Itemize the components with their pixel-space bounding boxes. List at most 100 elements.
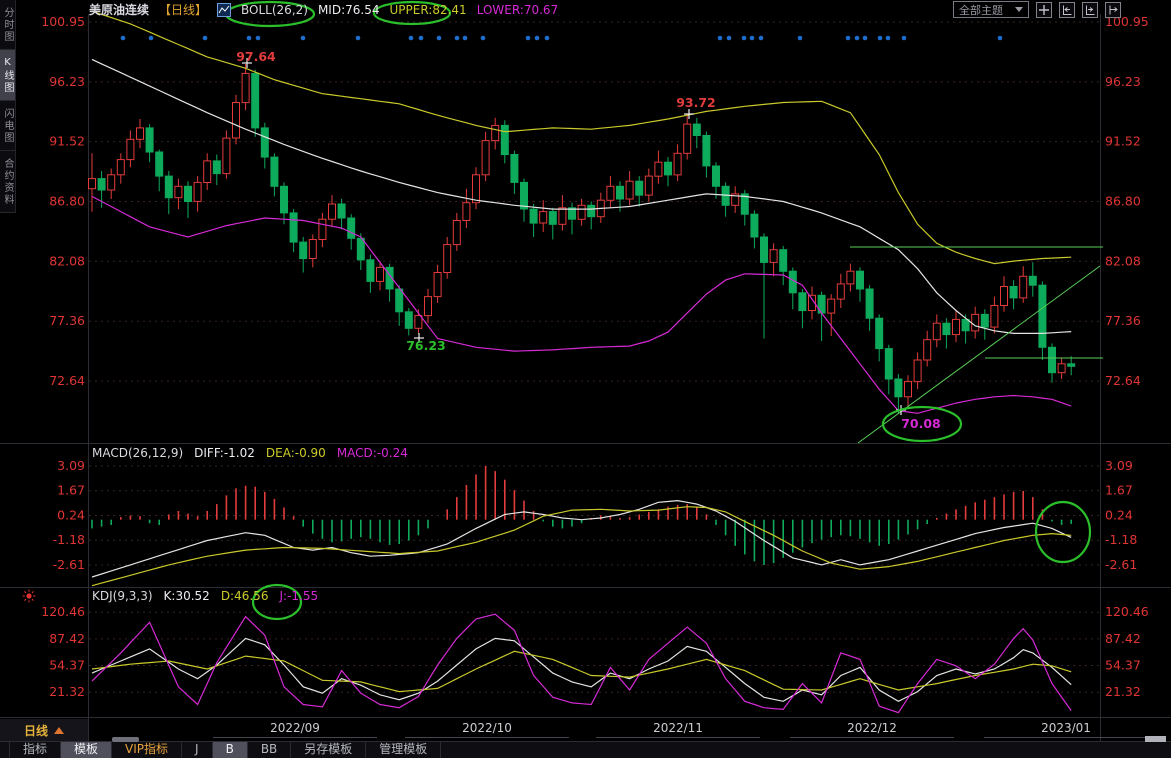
sidebar-tab-lightning-chart[interactable]: 闪电图 [0,101,15,151]
event-dot[interactable] [255,35,261,41]
theme-dropdown-button[interactable]: 全部主题 [953,1,1029,18]
alarm-icon[interactable] [22,588,36,603]
candle-body [904,381,912,398]
candle-body [836,283,845,300]
event-dot[interactable] [717,35,723,41]
candle-body [548,211,557,225]
boll-mid-value: MID:76.54 [317,2,380,17]
tab-indicator[interactable]: 指标 [9,742,62,758]
candle-body [654,161,663,177]
candle-body [270,156,279,187]
candle-body [683,123,692,154]
candle-body [539,211,548,224]
candle-body [164,175,173,199]
candle-body [328,203,336,220]
macd-pane-header: MACD(26,12,9) DIFF:-1.02 DEA:-0.90 MACD:… [92,446,408,460]
candle-body [280,185,288,214]
axis-price-label: 96.23 [1105,74,1141,89]
tab-j[interactable]: J [182,742,213,758]
annotation-ellipse[interactable] [251,583,303,621]
sidebar-tab-contract-info[interactable]: 合约资料 [0,151,15,213]
event-dot[interactable] [758,35,764,41]
candle-body [443,244,452,274]
period-selector[interactable]: 日线 [0,719,89,741]
event-dot[interactable] [997,35,1003,41]
x-axis-label: 2022/10 [462,721,512,735]
tab-vip-indicator[interactable]: VIP指标 [112,742,183,758]
candle-body [318,218,327,240]
candle-body [347,217,356,239]
candle-body [424,296,432,317]
event-dot[interactable] [408,35,414,41]
candle-body [884,348,893,380]
zoom-out-time-icon[interactable] [1059,1,1075,18]
event-dot[interactable] [454,35,460,41]
event-dot[interactable] [862,35,868,41]
event-dot[interactable] [436,35,442,41]
annotation-ellipse[interactable] [1034,500,1092,564]
annotation-ellipse[interactable] [372,0,452,26]
event-dot[interactable] [246,35,252,41]
event-dot[interactable] [418,35,424,41]
annotation-ellipse[interactable] [881,405,963,443]
event-dot[interactable] [480,35,486,41]
event-dot[interactable] [355,35,361,41]
event-dot[interactable] [901,35,907,41]
tab-bb[interactable]: BB [248,742,292,758]
candle-body [1038,284,1047,348]
macd-dea-value: DEA:-0.90 [265,446,326,460]
event-dot[interactable] [120,35,126,41]
event-dot[interactable] [462,35,468,41]
sidebar-tab-time-chart[interactable]: 分时图 [0,0,15,50]
event-dot[interactable] [726,35,732,41]
event-dot[interactable] [797,35,803,41]
axis-price-label: 100.95 [1105,14,1149,29]
event-dot[interactable] [885,35,891,41]
event-dot[interactable] [300,35,306,41]
chevron-down-icon [1015,7,1023,12]
event-dot[interactable] [544,35,550,41]
event-dot[interactable] [854,35,860,41]
zoom-in-time-icon[interactable] [1082,1,1098,18]
event-dot[interactable] [877,35,883,41]
tab-save-template[interactable]: 另存模板 [291,742,367,758]
axis-price-label: 0.24 [1105,508,1133,523]
symbol-name: 美原油连续 [89,3,150,17]
axis-price-label: 54.37 [49,658,85,673]
candle-body [702,135,711,167]
move-right-icon[interactable] [1105,1,1121,18]
sidebar-tab-kline-chart[interactable]: K线图 [0,50,15,101]
event-dot[interactable] [148,35,154,41]
candle-body [798,292,807,312]
tab-b[interactable]: B [212,742,248,758]
candle-body [1009,286,1018,299]
candle-body [808,294,816,311]
candle-body [136,127,144,140]
event-dot[interactable] [845,35,851,41]
event-dot[interactable] [202,35,208,41]
candle-body [251,72,260,129]
tab-manage-template[interactable]: 管理模板 [366,742,442,758]
kdj-j-line [91,613,1072,714]
x-axis-label: 2022/09 [270,721,320,735]
price-annotation-label: 70.08 [901,416,941,431]
tab-template[interactable]: 模板 [61,742,113,758]
candle-body [625,180,634,200]
event-dot[interactable] [741,35,747,41]
trend-line[interactable] [857,265,1101,444]
candle-body [1057,363,1066,374]
event-dot[interactable] [534,35,540,41]
event-dot[interactable] [525,35,531,41]
event-dot[interactable] [749,35,755,41]
axis-price-label: 82.08 [49,253,85,268]
horizontal-scrollbar-thumb[interactable] [112,737,139,742]
axis-price-label: 21.32 [1105,684,1141,699]
axis-price-label: 86.80 [1105,194,1141,209]
scrollbar-corner[interactable] [1145,736,1166,743]
crosshair-icon[interactable] [1036,1,1052,18]
candle-body [827,298,836,314]
axis-price-label: 120.46 [41,604,85,619]
axis-price-label: 3.09 [1105,458,1133,473]
kdj-indicator-name: KDJ(9,3,3) [92,589,153,603]
